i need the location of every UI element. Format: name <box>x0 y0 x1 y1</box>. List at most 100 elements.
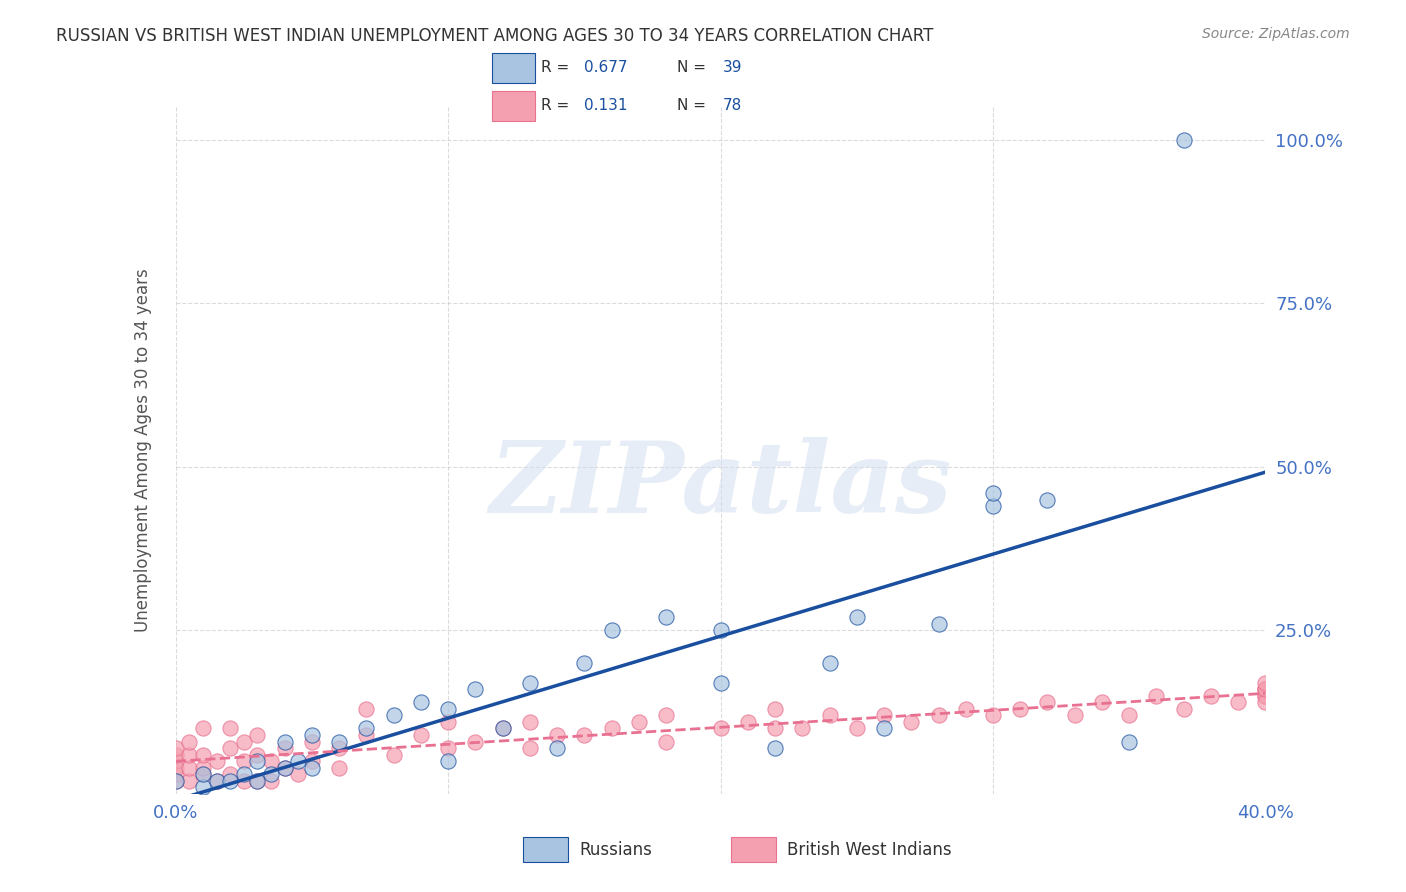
Point <box>246 747 269 762</box>
Bar <box>523 838 568 862</box>
Point <box>763 741 786 756</box>
Point <box>737 714 759 729</box>
Point <box>409 695 432 709</box>
Point <box>655 734 678 748</box>
Point <box>232 754 254 768</box>
Point <box>219 773 242 788</box>
Point <box>818 656 841 670</box>
Point <box>219 741 242 756</box>
Point <box>574 656 596 670</box>
Point <box>382 708 405 723</box>
Point <box>1227 695 1250 709</box>
Point <box>356 702 378 716</box>
Point <box>574 728 596 742</box>
Point <box>191 767 214 781</box>
Text: RUSSIAN VS BRITISH WEST INDIAN UNEMPLOYMENT AMONG AGES 30 TO 34 YEARS CORRELATIO: RUSSIAN VS BRITISH WEST INDIAN UNEMPLOYM… <box>56 27 934 45</box>
Point <box>437 754 460 768</box>
Point <box>301 728 323 742</box>
Point <box>179 773 201 788</box>
Point <box>205 773 228 788</box>
Point <box>274 741 297 756</box>
Point <box>845 722 868 736</box>
Point <box>1036 492 1059 507</box>
Point <box>165 773 187 788</box>
Point <box>955 702 977 716</box>
Point <box>179 761 201 775</box>
Point <box>274 761 297 775</box>
Point <box>301 734 323 748</box>
Y-axis label: Unemployment Among Ages 30 to 34 years: Unemployment Among Ages 30 to 34 years <box>134 268 152 632</box>
Point <box>287 767 309 781</box>
Point <box>232 734 254 748</box>
Point <box>492 722 515 736</box>
Point <box>710 624 733 638</box>
Point <box>1118 708 1140 723</box>
Point <box>1254 682 1277 697</box>
Text: 0.677: 0.677 <box>585 60 627 75</box>
Point <box>191 761 214 775</box>
Point <box>1010 702 1032 716</box>
Point <box>845 610 868 624</box>
Point <box>981 708 1004 723</box>
Point <box>1254 689 1277 703</box>
Point <box>246 728 269 742</box>
Point <box>165 747 187 762</box>
Point <box>301 754 323 768</box>
Point <box>1036 695 1059 709</box>
Point <box>627 714 650 729</box>
Point <box>232 773 254 788</box>
Point <box>981 499 1004 513</box>
Point <box>519 741 541 756</box>
Point <box>287 754 309 768</box>
Point <box>260 773 283 788</box>
Point <box>1254 675 1277 690</box>
Point <box>219 767 242 781</box>
Point <box>219 722 242 736</box>
Point <box>1144 689 1167 703</box>
Point <box>356 728 378 742</box>
Point <box>873 708 896 723</box>
Text: Source: ZipAtlas.com: Source: ZipAtlas.com <box>1202 27 1350 41</box>
Point <box>763 702 786 716</box>
Point <box>246 773 269 788</box>
Point <box>928 708 950 723</box>
Point <box>600 722 623 736</box>
Point <box>1063 708 1085 723</box>
Point <box>191 747 214 762</box>
Text: British West Indians: British West Indians <box>787 840 952 859</box>
Point <box>437 714 460 729</box>
Text: N =: N = <box>676 98 710 113</box>
Point <box>1254 682 1277 697</box>
Point <box>1118 734 1140 748</box>
Point <box>763 722 786 736</box>
Point <box>409 728 432 742</box>
Point <box>274 761 297 775</box>
Point <box>546 741 568 756</box>
Point <box>464 682 486 697</box>
Text: 0.131: 0.131 <box>585 98 627 113</box>
Point <box>519 675 541 690</box>
Point <box>179 734 201 748</box>
Point <box>328 761 350 775</box>
Point <box>274 734 297 748</box>
Point <box>1254 689 1277 703</box>
Text: 39: 39 <box>723 60 742 75</box>
Point <box>179 747 201 762</box>
Point <box>792 722 814 736</box>
Bar <box>492 91 534 120</box>
Point <box>655 708 678 723</box>
Point <box>165 767 187 781</box>
Point <box>205 773 228 788</box>
Point <box>328 741 350 756</box>
Point <box>546 728 568 742</box>
Text: ZIPatlas: ZIPatlas <box>489 436 952 533</box>
Point <box>873 722 896 736</box>
Point <box>246 773 269 788</box>
Point <box>165 741 187 756</box>
Point <box>1254 695 1277 709</box>
Point <box>328 734 350 748</box>
Point <box>818 708 841 723</box>
Text: R =: R = <box>541 60 575 75</box>
Text: 78: 78 <box>723 98 742 113</box>
Point <box>191 722 214 736</box>
